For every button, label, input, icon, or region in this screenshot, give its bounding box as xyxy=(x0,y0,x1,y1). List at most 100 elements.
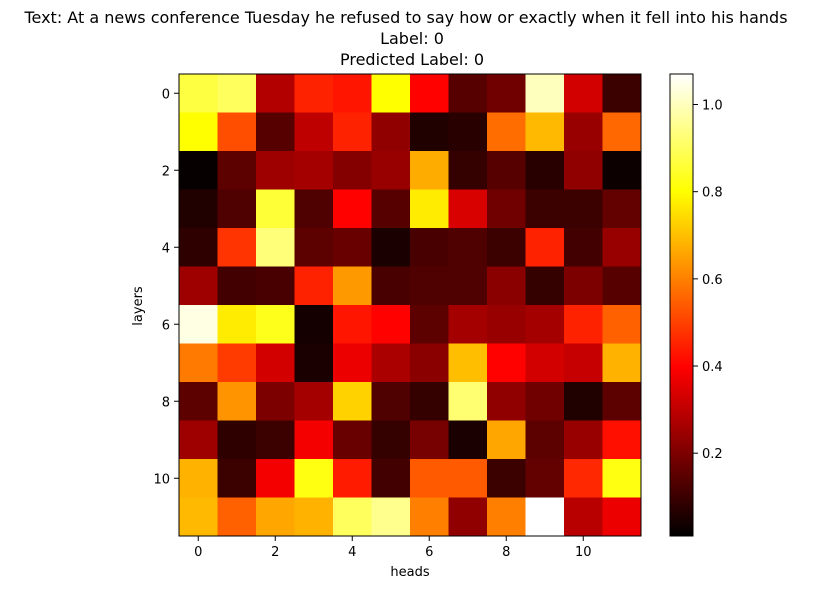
heatmap-cell xyxy=(294,151,334,190)
y-tick-label: 0 xyxy=(162,87,170,102)
heatmap-cell xyxy=(487,228,526,267)
heatmap-cell xyxy=(410,420,449,460)
heatmap-cell xyxy=(525,266,565,306)
chart-title-line-1: Text: At a news conference Tuesday he re… xyxy=(23,8,787,27)
heatmap-cell xyxy=(448,266,488,306)
heatmap-cell xyxy=(371,228,411,267)
heatmap-cell xyxy=(525,343,565,383)
heatmap-cell xyxy=(410,74,449,113)
heatmap-cell xyxy=(294,420,334,460)
heatmap-cell xyxy=(179,343,218,383)
heatmap-cell xyxy=(525,305,565,344)
heatmap-cell xyxy=(217,459,257,498)
heatmap-cell xyxy=(256,497,295,537)
heatmap-cell xyxy=(564,305,603,344)
heatmap-cell xyxy=(487,151,526,190)
heatmap-cell xyxy=(294,305,334,344)
heatmap-cell xyxy=(333,497,372,537)
heatmap-cell xyxy=(333,343,372,383)
heatmap-cell xyxy=(333,266,372,306)
heatmap-cell xyxy=(487,189,526,229)
heatmap-cell xyxy=(217,74,257,113)
heatmap-cell xyxy=(448,74,488,113)
heatmap-cell xyxy=(333,382,372,421)
heatmap-cell xyxy=(525,497,565,537)
chart-title-line-2: Label: 0 xyxy=(380,29,444,48)
heatmap-cell xyxy=(217,228,257,267)
heatmap-cell xyxy=(256,305,295,344)
heatmap-cell xyxy=(525,459,565,498)
heatmap-cell xyxy=(525,189,565,229)
heatmap-cell xyxy=(371,189,411,229)
heatmap-cell xyxy=(371,266,411,306)
heatmap-cell xyxy=(371,459,411,498)
colorbar-tick-label: 0.2 xyxy=(702,447,723,462)
heatmap-cell xyxy=(256,151,295,190)
heatmap-cell xyxy=(410,151,449,190)
heatmap-cell xyxy=(371,305,411,344)
heatmap-cell xyxy=(564,459,603,498)
x-axis-label: heads xyxy=(390,565,429,580)
heatmap-cell xyxy=(294,459,334,498)
colorbar xyxy=(669,73,694,537)
heatmap-cell xyxy=(371,420,411,460)
heatmap-cell xyxy=(564,112,603,152)
heatmap-cell xyxy=(448,343,488,383)
colorbar-tick-label: 0.4 xyxy=(702,360,723,375)
x-axis-ticks: 0 2 4 6 8 10 xyxy=(194,536,592,560)
heatmap-cell xyxy=(371,74,411,113)
heatmap-cell xyxy=(448,420,488,460)
heatmap-cell xyxy=(333,228,372,267)
heatmap-cell xyxy=(448,497,488,537)
heatmap-cell xyxy=(294,343,334,383)
heatmap-cell xyxy=(448,305,488,344)
heatmap-cell xyxy=(217,266,257,306)
heatmap-cell xyxy=(448,189,488,229)
x-tick-label: 6 xyxy=(425,545,433,560)
heatmap-cell xyxy=(487,497,526,537)
heatmap-cell xyxy=(525,74,565,113)
heatmap-cell xyxy=(487,420,526,460)
heatmap-cell xyxy=(448,459,488,498)
heatmap-cell xyxy=(410,189,449,229)
heatmap-cell xyxy=(487,382,526,421)
x-tick-label: 4 xyxy=(348,545,356,560)
heatmap-cell xyxy=(564,74,603,113)
heatmap-cell xyxy=(179,420,218,460)
heatmap-cell xyxy=(217,189,257,229)
heatmap-cell xyxy=(602,228,642,267)
heatmap-cell xyxy=(217,112,257,152)
y-tick-label: 10 xyxy=(153,472,170,487)
heatmap-cell xyxy=(179,459,218,498)
heatmap-cell xyxy=(333,420,372,460)
heatmap-cell xyxy=(448,228,488,267)
x-tick-label: 0 xyxy=(194,545,202,560)
heatmap-cell xyxy=(256,74,295,113)
heatmap-cell xyxy=(448,151,488,190)
heatmap-cell xyxy=(179,305,218,344)
heatmap-cell xyxy=(448,112,488,152)
heatmap-cell xyxy=(410,382,449,421)
heatmap-cell xyxy=(602,382,642,421)
x-tick-label: 2 xyxy=(271,545,279,560)
heatmap-cell xyxy=(602,74,642,113)
heatmap-cell xyxy=(294,74,334,113)
heatmap-cell xyxy=(371,382,411,421)
heatmap-cell xyxy=(564,266,603,306)
heatmap-cell xyxy=(602,112,642,152)
y-axis-label: layers xyxy=(131,286,146,326)
heatmap-cell xyxy=(602,151,642,190)
colorbar-tick-label: 1.0 xyxy=(702,99,723,114)
heatmap-cell xyxy=(179,112,218,152)
colorbar-tick-label: 0.8 xyxy=(702,186,723,201)
heatmap-cell xyxy=(217,343,257,383)
heatmap-cell xyxy=(217,151,257,190)
heatmap-cell xyxy=(410,459,449,498)
heatmap-cell xyxy=(487,305,526,344)
y-tick-label: 4 xyxy=(162,241,170,256)
heatmap-cell xyxy=(602,305,642,344)
heatmap-cell xyxy=(217,497,257,537)
heatmap-cell xyxy=(294,228,334,267)
heatmap-cell xyxy=(525,420,565,460)
heatmap-cell xyxy=(294,266,334,306)
